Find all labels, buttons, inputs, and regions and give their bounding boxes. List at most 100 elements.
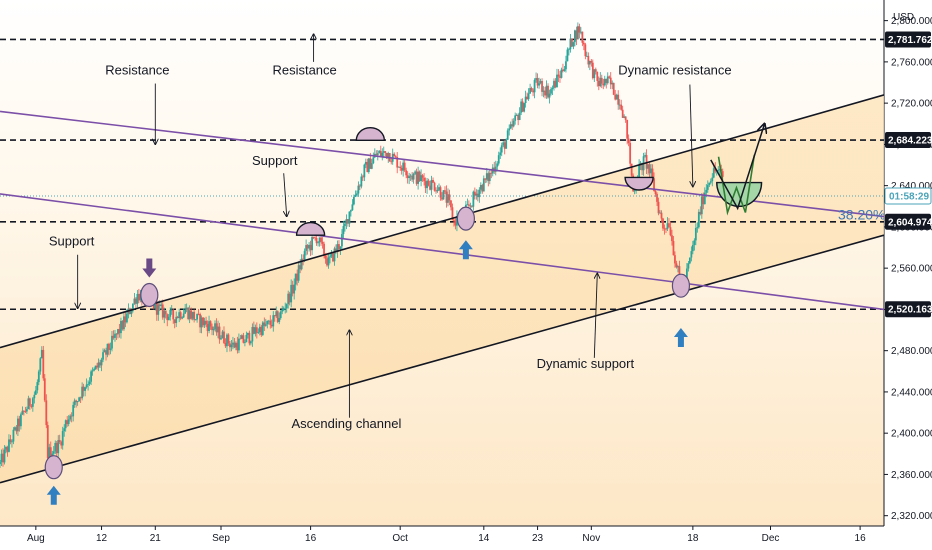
candle-235: [350, 209, 352, 217]
candle-270: [402, 160, 405, 177]
candle-411: [612, 82, 615, 96]
candle-body-66: [97, 362, 100, 368]
touch-circle-0: [44, 455, 63, 480]
candle-16: [22, 410, 25, 416]
candle-302: [450, 200, 452, 211]
candle-body-250: [372, 157, 375, 164]
candle-body-465: [693, 240, 696, 245]
candle-body-347: [517, 114, 520, 120]
candle-348: [518, 107, 521, 121]
candle-body-314: [467, 204, 470, 206]
candle-body-192: [285, 304, 288, 309]
candle-277: [412, 172, 415, 184]
candle-290: [432, 177, 434, 183]
candle-body-1: [0, 453, 3, 462]
candle-291: [433, 181, 436, 192]
xtick-label-5: Oct: [392, 533, 408, 544]
candle-body-18: [25, 409, 28, 412]
candle-48: [70, 412, 73, 423]
candle-131: [194, 319, 197, 321]
candle-451: [672, 235, 675, 256]
candle-405: [603, 75, 606, 87]
candle-127: [188, 305, 191, 324]
candle-body-216: [321, 241, 324, 244]
candle-body-289: [430, 179, 433, 190]
candle-body-351: [523, 103, 526, 112]
candle-410: [611, 80, 614, 90]
candle-body-240: [357, 185, 360, 194]
candle-body-265: [394, 156, 397, 158]
candle-body-405: [603, 78, 606, 86]
candle-body-362: [539, 81, 542, 84]
candle-body-469: [699, 211, 702, 215]
candle-243: [361, 174, 364, 181]
candle-20: [28, 397, 31, 410]
xtick-label-8: Nov: [582, 533, 600, 544]
candle-body-285: [424, 181, 427, 189]
candle-body-74: [109, 348, 112, 350]
candle-body-478: [712, 168, 715, 178]
candle-body-213: [317, 242, 319, 244]
fib-label: 38.20%: [838, 207, 885, 223]
xtick-label-4: 16: [305, 533, 317, 544]
candle-414: [617, 90, 620, 110]
candle-body-121: [179, 312, 182, 319]
candle-body-388: [578, 26, 581, 33]
candle-body-145: [215, 323, 218, 333]
candle-387: [576, 22, 579, 40]
candle-body-110: [163, 310, 166, 318]
candle-18: [25, 406, 28, 415]
candle-body-318: [473, 191, 476, 196]
candle-body-186: [276, 311, 279, 322]
candle-167: [248, 330, 251, 346]
candle-body-89: [131, 303, 134, 311]
candle-72: [106, 343, 109, 358]
candle-body-124: [184, 309, 187, 314]
candle-295: [439, 185, 442, 201]
candle-body-198: [294, 273, 297, 285]
candle-body-162: [241, 335, 243, 339]
candle-188: [279, 310, 282, 320]
candle-364: [542, 86, 545, 98]
candle-body-467: [696, 227, 699, 229]
candle-body-360: [536, 78, 539, 86]
candle-305: [454, 217, 457, 230]
candle-362: [539, 78, 542, 85]
candle-body-38: [55, 442, 58, 454]
candle-body-92: [136, 293, 139, 304]
candle-body-131: [194, 319, 197, 321]
candle-313: [466, 198, 469, 206]
candle-body-129: [191, 311, 194, 319]
candle-2: [2, 448, 4, 467]
candle-316: [470, 205, 473, 209]
candle-body-47: [69, 415, 72, 420]
candle-body-21: [30, 405, 33, 407]
price-pill-bg-0: [885, 31, 931, 48]
candle-82: [121, 320, 124, 331]
candle-body-71: [105, 350, 107, 355]
candle-470: [700, 193, 703, 219]
candle-46: [67, 415, 70, 427]
candle-body-315: [469, 205, 472, 207]
candle-367: [547, 83, 549, 99]
candle-body-366: [545, 85, 548, 96]
candle-230: [342, 220, 345, 240]
candle-375: [559, 70, 561, 83]
candle-381: [568, 47, 570, 56]
candle-124: [184, 303, 187, 314]
candle-190: [282, 306, 285, 312]
candle-161: [239, 335, 242, 340]
candle-369: [550, 86, 552, 96]
candle-181: [269, 315, 272, 329]
ytick-label-2: 2,400.000: [891, 429, 932, 440]
candle-body-32: [46, 425, 49, 459]
candle-body-67: [99, 362, 101, 366]
candle-4: [5, 445, 7, 454]
candle-7: [9, 434, 12, 445]
candle-body-4: [5, 446, 7, 450]
candle-198: [294, 273, 297, 291]
candle-391: [582, 40, 585, 51]
candle-433: [645, 149, 648, 174]
candle-41: [60, 440, 63, 449]
